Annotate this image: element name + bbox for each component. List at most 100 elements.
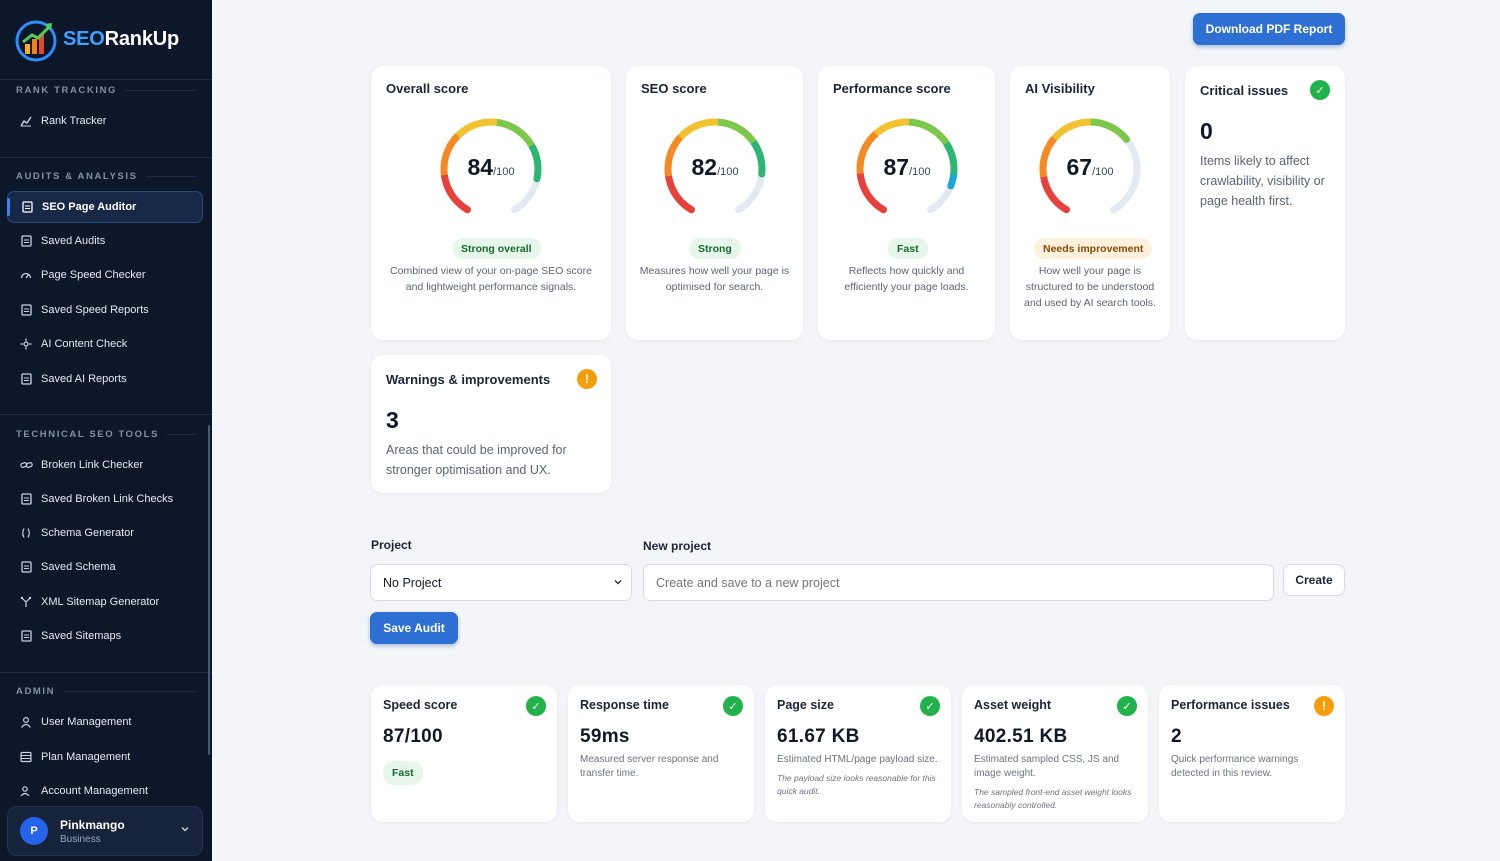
gauge-fill-segment — [717, 118, 728, 127]
gauge-fill-segment — [1051, 130, 1062, 141]
gauge-value: 84/100 — [467, 154, 515, 180]
sidebar-item-broken-link-checker[interactable]: Broken Link Checker — [7, 449, 203, 481]
gauge-fill-segment — [442, 181, 453, 194]
card-title: Warnings & improvements — [386, 372, 551, 387]
check-icon: ✓ — [526, 696, 546, 716]
chevron-down-icon — [614, 580, 622, 585]
gauge-fill-segment — [496, 118, 508, 128]
gauge-fill-segment — [908, 118, 919, 127]
sidebar-item-rank-tracker[interactable]: Rank Tracker — [7, 105, 203, 137]
section-title-audits: AUDITS & ANALYSIS — [0, 166, 212, 186]
brand-name: SEORankUp — [63, 28, 180, 50]
gauge-fill-segment — [750, 140, 762, 152]
gauge-fill-segment — [1096, 119, 1106, 128]
sidebar-scrollbar[interactable] — [208, 425, 210, 755]
divider — [0, 672, 212, 673]
link-icon — [19, 458, 33, 472]
gauge-fill-segment — [670, 189, 682, 202]
sidebar-item-saved-broken-link-checks[interactable]: Saved Broken Link Checks — [7, 483, 203, 515]
sidebar-item-user-management[interactable]: User Management — [7, 706, 203, 738]
gauge — [1039, 118, 1141, 214]
create-project-button[interactable]: Create — [1283, 564, 1345, 596]
gauge-fill-segment — [455, 127, 467, 139]
sidebar-item-seo-page-auditor[interactable]: SEO Page Auditor — [7, 191, 203, 223]
new-project-input[interactable] — [643, 564, 1274, 601]
gauge-fill-segment — [1041, 182, 1052, 192]
sidebar-item-xml-sitemap-generator[interactable]: XML Sitemap Generator — [7, 586, 203, 618]
divider — [0, 157, 212, 158]
sidebar-item-ai-content-check[interactable]: AI Content Check — [7, 328, 203, 360]
gauge-fill-segment — [916, 119, 929, 130]
card-title: AI Visibility — [1025, 81, 1095, 96]
gauge-fill-segment — [700, 118, 711, 128]
warning-icon: ! — [577, 369, 597, 389]
gauge-fill-segment — [684, 123, 696, 135]
user-icon — [19, 715, 33, 729]
gauge-fill-segment — [1048, 193, 1059, 204]
metric-description: Estimated HTML/page payload size. — [777, 754, 938, 765]
speedometer-icon — [19, 268, 33, 282]
user-name: Pinkmango — [60, 817, 125, 832]
gauge-fill-segment — [462, 122, 474, 134]
metric-note: The payload size looks reasonable for th… — [777, 773, 936, 796]
card-description: Areas that could be improved for stronge… — [386, 443, 567, 477]
card-title: SEO score — [641, 81, 707, 96]
sidebar-item-saved-audits[interactable]: Saved Audits — [7, 225, 203, 257]
gauge-fill-segment — [890, 118, 902, 129]
list-icon — [19, 750, 33, 764]
gauge — [664, 118, 766, 214]
sidebar-item-saved-schema[interactable]: Saved Schema — [7, 551, 203, 583]
sidebar-item-saved-ai-reports[interactable]: Saved AI Reports — [7, 363, 203, 395]
issue-count: 0 — [1200, 118, 1213, 144]
user-plan: Business — [60, 833, 101, 845]
gauge-fill-segment — [1052, 198, 1064, 209]
chart-line-icon — [19, 114, 33, 128]
save-audit-button[interactable]: Save Audit — [370, 612, 458, 644]
brand[interactable]: SEORankUp — [0, 0, 212, 80]
chevron-down-icon — [181, 827, 189, 832]
status-badge: Fast — [888, 238, 928, 259]
metric-title: Speed score — [383, 698, 458, 712]
card-description: Reflects how quickly and efficiently you… — [844, 265, 969, 293]
sidebar-item-account-management[interactable]: Account Management — [7, 775, 203, 807]
gauge-fill-segment — [867, 130, 879, 143]
sidebar-item-plan-management[interactable]: Plan Management — [7, 741, 203, 773]
gauge-fill-segment — [518, 129, 530, 142]
metric-value: 2 — [1171, 726, 1182, 747]
metric-value: 59ms — [580, 726, 630, 747]
sidebar-item-page-speed-checker[interactable]: Page Speed Checker — [7, 259, 203, 291]
sidebar-item-saved-sitemaps[interactable]: Saved Sitemaps — [7, 620, 203, 652]
gauge-fill-segment — [680, 201, 695, 214]
gauge-value: 82/100 — [691, 154, 739, 180]
card-description: Measures how well your page is optimised… — [639, 265, 790, 293]
gauge-fill-segment — [1090, 118, 1099, 127]
section-title-technical: TECHNICAL SEO TOOLS — [0, 424, 212, 444]
gauge-fill-segment — [1076, 118, 1085, 128]
project-select[interactable]: No Project — [370, 564, 632, 601]
metric-card-asset-weight: Asset weight ✓ 402.51 KB Estimated sampl… — [962, 685, 1148, 822]
warning-icon: ! — [1314, 696, 1334, 716]
status-badge: Strong overall — [452, 238, 541, 259]
sidebar-item-schema-generator[interactable]: Schema Generator — [7, 517, 203, 549]
divider — [0, 414, 212, 415]
avatar: P — [20, 817, 48, 845]
gauge-fill-segment — [672, 134, 684, 146]
gauge-fill-segment — [675, 196, 687, 208]
metric-title: Page size — [777, 698, 834, 712]
metric-card-page-size: Page size ✓ 61.67 KB Estimated HTML/page… — [765, 685, 951, 822]
warning-count: 3 — [386, 407, 399, 433]
metric-description: Estimated sampled CSS, JS and image weig… — [974, 754, 1120, 779]
gauge-fill-segment — [692, 120, 703, 131]
user-menu[interactable]: P Pinkmango Business — [7, 806, 203, 856]
logo-icon — [15, 20, 57, 61]
gauge-fill-segment — [677, 128, 690, 140]
sidebar-item-saved-speed-reports[interactable]: Saved Speed Reports — [7, 294, 203, 326]
download-pdf-button[interactable]: Download PDF Report — [1193, 13, 1345, 45]
metric-card-performance-issues: Performance issues ! 2 Quick performance… — [1159, 685, 1345, 822]
gauge-fill-segment — [446, 189, 458, 201]
gauge-fill-segment — [858, 180, 869, 193]
document-icon — [20, 200, 34, 214]
gauge-fill-segment — [511, 124, 524, 136]
gauge-fill-segment — [1069, 120, 1079, 130]
document-icon — [19, 372, 33, 386]
